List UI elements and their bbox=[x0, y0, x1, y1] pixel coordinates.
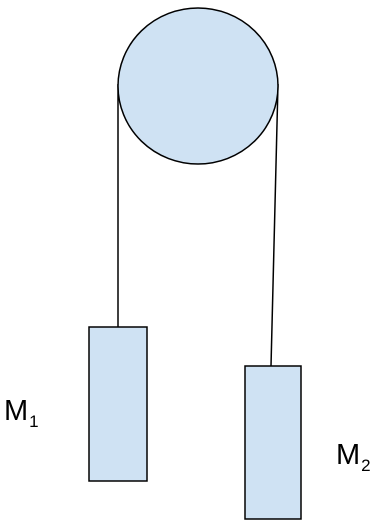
mass-m1-label: M1 bbox=[4, 395, 39, 431]
mass-m2-label: M2 bbox=[336, 439, 371, 475]
mass-m2-block bbox=[244, 365, 302, 520]
pulley-wheel bbox=[117, 7, 279, 165]
mass-m2-letter: M bbox=[336, 439, 361, 471]
mass-m1-letter: M bbox=[4, 395, 29, 427]
mass-m1-block bbox=[88, 326, 148, 482]
mass-m2-subscript: 2 bbox=[361, 456, 371, 475]
mass-m1-subscript: 1 bbox=[29, 412, 39, 431]
right-rope bbox=[270, 83, 279, 367]
